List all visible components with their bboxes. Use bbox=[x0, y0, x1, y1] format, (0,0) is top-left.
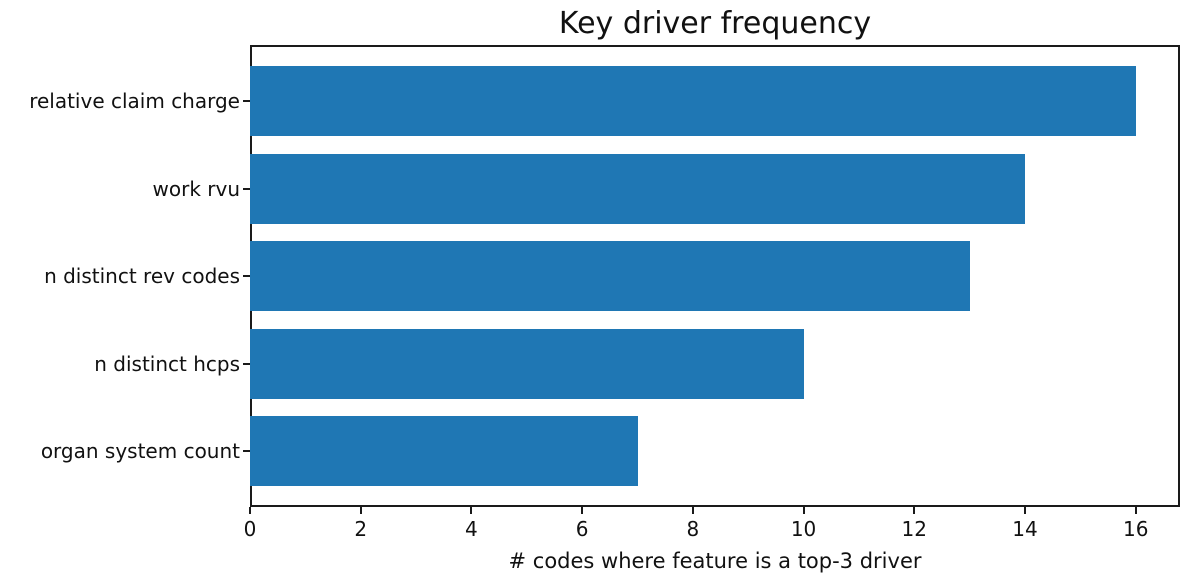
y-tick-mark bbox=[243, 362, 250, 365]
y-tick-label-work-rvu: work rvu bbox=[152, 176, 241, 201]
x-tick-mark bbox=[359, 507, 362, 514]
bar-n-distinct-rev-codes bbox=[250, 241, 970, 311]
x-tick-mark bbox=[470, 507, 473, 514]
bars-layer bbox=[250, 45, 1180, 507]
x-tick-mark bbox=[802, 507, 805, 514]
x-tick-label-16: 16 bbox=[1122, 517, 1149, 541]
x-tick-mark bbox=[1134, 507, 1137, 514]
x-tick-mark bbox=[581, 507, 584, 514]
x-tick-label-12: 12 bbox=[901, 517, 927, 541]
x-tick-mark bbox=[1024, 507, 1026, 514]
x-tick-label-4: 4 bbox=[465, 517, 478, 541]
y-tick-mark bbox=[243, 100, 250, 102]
x-tick-label-2: 2 bbox=[354, 517, 368, 541]
x-tick-label-0: 0 bbox=[243, 517, 257, 541]
y-tick-mark bbox=[243, 187, 250, 190]
x-tick-mark bbox=[691, 507, 694, 514]
y-tick-mark bbox=[243, 275, 250, 277]
bar-relative-claim-charge bbox=[250, 66, 1136, 136]
x-tick-mark bbox=[249, 507, 251, 514]
y-tick-label-organ-system-count: organ system count bbox=[40, 439, 240, 463]
y-tick-label-n-distinct-rev-codes: n distinct rev codes bbox=[44, 264, 240, 288]
x-tick-label-14: 14 bbox=[1012, 517, 1038, 541]
bar-work-rvu bbox=[250, 153, 1025, 224]
y-tick-mark bbox=[243, 450, 250, 452]
chart-title: Key driver frequency bbox=[558, 6, 872, 41]
bar-organ-system-count bbox=[250, 416, 638, 486]
y-tick-label-n-distinct-hcps: n distinct hcps bbox=[94, 351, 240, 376]
bar-n-distinct-hcps bbox=[250, 328, 804, 399]
x-tick-label-6: 6 bbox=[575, 517, 589, 541]
x-tick-label-8: 8 bbox=[686, 517, 700, 541]
x-axis-label: # codes where feature is a top-3 driver bbox=[508, 549, 922, 573]
x-tick-label-10: 10 bbox=[790, 517, 817, 541]
x-tick-mark bbox=[913, 507, 916, 514]
y-tick-label-relative-claim-charge: relative claim charge bbox=[29, 89, 240, 113]
